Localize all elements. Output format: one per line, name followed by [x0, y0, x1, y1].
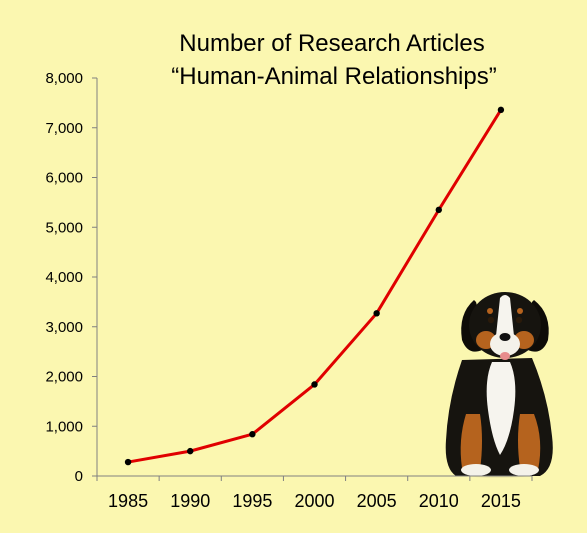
- x-tick-label: 1995: [232, 491, 272, 511]
- y-tick-label: 3,000: [45, 319, 83, 336]
- y-tick-label: 7,000: [45, 120, 83, 137]
- y-tick-label: 2,000: [45, 369, 83, 386]
- chart-title-line-1: Number of Research Articles: [179, 30, 484, 57]
- data-point: [311, 381, 318, 388]
- x-axis-ticks: 1985 1990 1995 2000 2005 2010 2015: [96, 476, 533, 511]
- y-axis-ticks: 0 1,000 2,000 3,000 4,000 5,000 6,000 7,000 8,00…: [45, 70, 97, 485]
- x-tick-label: 1985: [108, 491, 148, 511]
- x-tick-label: 2005: [357, 491, 397, 511]
- data-point: [249, 431, 256, 438]
- y-tick-label: 0: [75, 468, 83, 485]
- puppy-photo: [445, 292, 553, 478]
- y-tick-label: 8,000: [45, 70, 83, 87]
- y-tick-label: 6,000: [45, 170, 83, 187]
- x-tick-label: 2015: [481, 491, 521, 511]
- x-tick-label: 2010: [419, 491, 459, 511]
- x-tick-label: 1990: [170, 491, 210, 511]
- series-line-group: [124, 106, 505, 466]
- data-point: [187, 447, 194, 455]
- data-point: [435, 206, 442, 214]
- y-tick-label: 1,000: [45, 418, 83, 435]
- chart-title-line-2: “Human-Animal Relationships”: [171, 63, 496, 90]
- y-tick-label: 5,000: [45, 219, 83, 236]
- data-point: [124, 458, 132, 466]
- y-tick-label: 4,000: [45, 269, 83, 286]
- data-point: [373, 310, 380, 317]
- chart-title: Number of Research Articles “Human-Anima…: [171, 30, 496, 90]
- x-tick-label: 2000: [294, 491, 334, 511]
- data-point: [497, 106, 505, 114]
- series-line: [127, 109, 503, 464]
